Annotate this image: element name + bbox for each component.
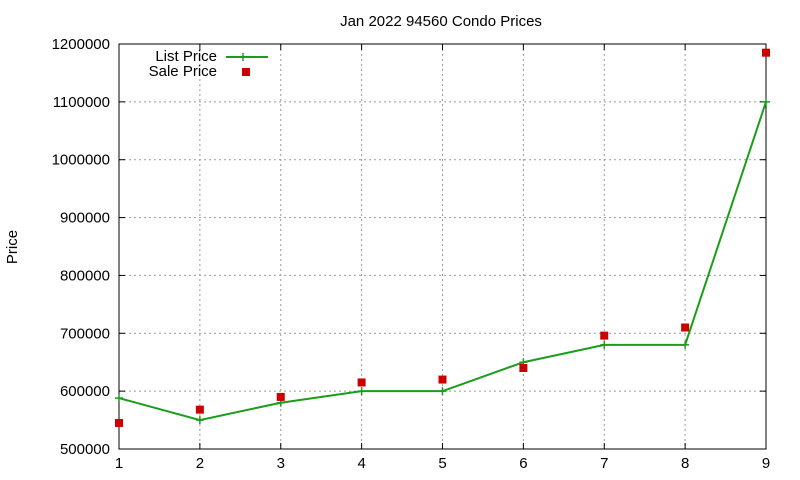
sale-price-point	[681, 323, 690, 332]
list-price-point	[681, 340, 690, 349]
y-tick-label: 1100000	[53, 94, 110, 111]
list-price-point	[600, 340, 609, 349]
list-price-point	[195, 416, 204, 425]
legend-label-list-price: List Price	[155, 48, 217, 65]
legend-label-sale-price: Sale Price	[149, 63, 217, 80]
x-tick-label: 5	[438, 455, 446, 472]
y-axis-label: Price	[4, 230, 21, 264]
sale-price-point	[276, 392, 285, 401]
sale-price-point	[357, 378, 366, 387]
x-tick-label: 7	[600, 455, 608, 472]
x-tick-label: 4	[357, 455, 365, 472]
list-price-point	[762, 97, 770, 106]
sale-price-point	[195, 405, 204, 414]
y-tick-label: 900000	[60, 210, 110, 227]
sale-price-point	[115, 418, 123, 427]
y-tick-label: 500000	[60, 441, 110, 458]
list-price-point	[357, 387, 366, 396]
list-price-point	[438, 387, 447, 396]
y-tick-label: 800000	[60, 267, 110, 284]
sale-price-point	[438, 375, 447, 384]
list-price-point	[115, 394, 123, 403]
chart-title: Jan 2022 94560 Condo Prices	[340, 13, 542, 30]
sale-price-point	[519, 364, 528, 372]
x-tick-label: 9	[762, 455, 770, 472]
axis-ticks: 1 2 3 4 5 6 7 8 9 500000 600000 700000 800000 900000 1…	[52, 36, 771, 472]
x-tick-label: 1	[115, 455, 123, 472]
x-tick-label: 6	[519, 455, 527, 472]
legend-swatch-sale-price	[242, 68, 250, 76]
y-tick-label: 700000	[60, 325, 110, 342]
sale-price-point	[600, 331, 609, 340]
y-tick-label: 1200000	[52, 36, 110, 53]
series	[115, 48, 770, 427]
x-tick-label: 2	[196, 455, 204, 472]
sale-price-point	[762, 48, 770, 57]
x-tick-label: 3	[277, 455, 285, 472]
x-tick-label: 8	[681, 455, 689, 472]
y-tick-label: 600000	[60, 383, 110, 400]
y-tick-label: 1000000	[52, 152, 110, 169]
